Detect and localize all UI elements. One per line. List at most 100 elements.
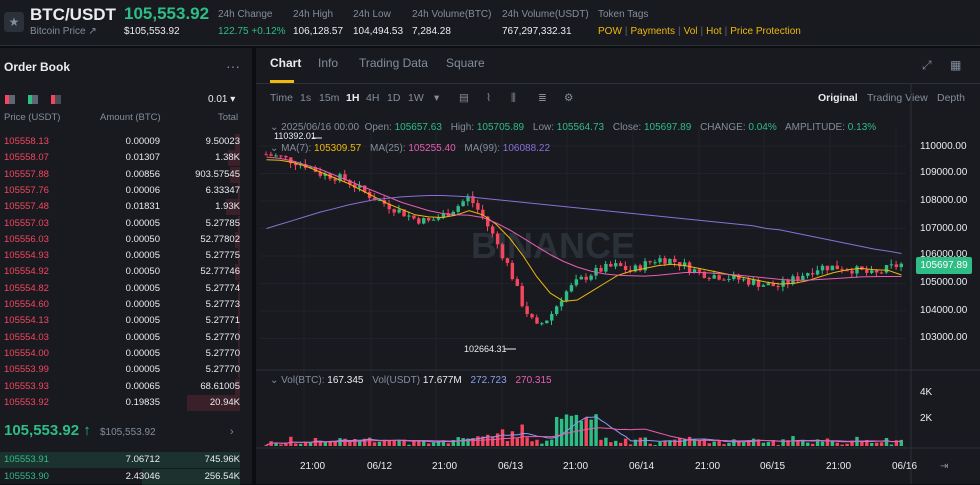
volume-bar — [525, 437, 529, 446]
interval-1w[interactable]: 1W — [408, 92, 424, 104]
interval-4h[interactable]: 4H — [366, 92, 380, 104]
tab-square[interactable]: Square — [446, 56, 485, 70]
expand-icon[interactable]: ⤢ — [922, 58, 932, 72]
calendar-icon[interactable]: ▤ — [459, 92, 469, 104]
candle-body — [279, 155, 283, 157]
candle-body — [495, 233, 500, 245]
ask-total: 5.27775 — [205, 250, 240, 262]
interval-1h[interactable]: 1H — [346, 92, 360, 104]
chevron-right-icon[interactable]: › — [230, 426, 234, 438]
candlestick-chart[interactable]: BINANCE — [256, 48, 980, 484]
volume-bar — [609, 442, 613, 446]
ask-price: 105554.13 — [4, 315, 49, 327]
ma-line — [266, 156, 902, 281]
active-tab-indicator — [270, 80, 294, 83]
interval-15m[interactable]: 15m — [319, 92, 340, 104]
ask-row[interactable]: 105554.82 0.00005 5.27774 — [0, 280, 246, 297]
ask-total: 20.94K — [209, 396, 240, 408]
interval-1s[interactable]: 1s — [300, 92, 312, 104]
volume-bar — [303, 441, 308, 446]
tag-hot[interactable]: Hot — [706, 26, 722, 37]
candle-body — [673, 258, 677, 263]
candle-body — [481, 209, 485, 217]
ask-row[interactable]: 105557.88 0.00856 903.57545 — [0, 166, 246, 183]
tag-payments[interactable]: Payments — [630, 26, 675, 37]
precision-select[interactable]: 0.01 ▾ — [208, 94, 236, 105]
candle-body — [776, 286, 780, 288]
ask-row[interactable]: 105553.93 0.00065 68.61005 — [0, 378, 246, 395]
volume-bar — [569, 415, 574, 446]
indicator-icon[interactable]: ⌇ — [486, 92, 492, 104]
interval-1d[interactable]: 1D — [387, 92, 401, 104]
volume-bar — [850, 440, 854, 446]
ask-row[interactable]: 105558.07 0.01307 1.38K — [0, 150, 246, 167]
volume-bar — [668, 440, 672, 446]
ask-row[interactable]: 105556.03 0.00050 52.77802 — [0, 231, 246, 248]
pair-title[interactable]: BTC/USDT — [30, 5, 116, 24]
ask-amount: 0.00005 — [125, 331, 160, 343]
ask-row[interactable]: 105554.03 0.00005 5.27770 — [0, 329, 246, 346]
interval-time[interactable]: Time — [270, 92, 293, 104]
candle-body — [815, 270, 820, 275]
candle-type-icon[interactable]: ⫼ — [511, 92, 516, 104]
volume-bar — [397, 439, 401, 446]
ask-amount: 0.00006 — [125, 184, 160, 196]
volume-bar — [781, 439, 785, 446]
ask-row[interactable]: 105557.76 0.00006 6.33347 — [0, 182, 246, 199]
volume-bar — [545, 440, 549, 446]
settings-gear-icon[interactable]: ⚙ — [564, 92, 574, 104]
mid-price[interactable]: 105,553.92 ↑ — [4, 422, 91, 439]
view-depth[interactable]: Depth — [937, 92, 966, 104]
ask-row[interactable]: 105553.92 0.19835 20.94K — [0, 394, 246, 411]
ask-row[interactable]: 105554.00 0.00005 5.27770 — [0, 345, 246, 362]
both-view-icon[interactable] — [5, 95, 15, 104]
ask-row[interactable]: 105554.93 0.00005 5.27775 — [0, 248, 246, 265]
asks-view-icon[interactable] — [51, 95, 61, 104]
volume-bar — [530, 441, 534, 446]
last-price: 105,553.92 — [124, 4, 210, 23]
ask-row[interactable]: 105557.48 0.01831 1.93K — [0, 199, 246, 216]
volume-bar — [840, 444, 844, 446]
ask-row[interactable]: 105554.60 0.00005 5.27773 — [0, 297, 246, 313]
candle-body — [353, 184, 357, 188]
bid-row[interactable]: 105553.91 7.06712 745.96K — [0, 452, 246, 468]
ask-row[interactable]: 105557.03 0.00005 5.27785 — [0, 215, 246, 232]
candle-body — [845, 270, 849, 272]
volume-bar — [746, 440, 751, 446]
depth-bar — [225, 199, 240, 216]
star-icon[interactable]: ★ — [4, 12, 24, 32]
drawing-tools-icon[interactable]: ≣ — [538, 92, 547, 104]
ticker-header: ★ BTC/USDT Bitcoin Price ↗ 105,553.92 $1… — [0, 0, 980, 46]
layout-grid-icon[interactable]: ▦ — [950, 58, 962, 72]
volume-bar — [584, 417, 588, 446]
tab-trading-data[interactable]: Trading Data — [359, 56, 428, 70]
ask-row[interactable]: 105554.92 0.00050 52.77746 — [0, 264, 246, 281]
view-original[interactable]: Original — [818, 92, 858, 104]
ask-price: 105554.92 — [4, 266, 49, 278]
coin-price-link[interactable]: Bitcoin Price ↗ — [30, 26, 97, 37]
scroll-end-icon[interactable]: ⇥ — [940, 461, 949, 472]
volume-bar — [751, 438, 756, 446]
bids-view-icon[interactable] — [28, 95, 38, 104]
tab-info[interactable]: Info — [318, 56, 339, 70]
candle-body — [697, 269, 702, 272]
ask-price: 105553.93 — [4, 380, 49, 392]
ask-row[interactable]: 105553.99 0.00005 5.27770 — [0, 362, 246, 379]
interval-dropdown-icon[interactable]: ▾ — [434, 92, 440, 104]
candle-body — [830, 265, 835, 271]
candle-body — [884, 265, 889, 273]
tab-chart[interactable]: Chart — [270, 56, 302, 70]
depth-bar — [237, 182, 240, 199]
depth-bar — [141, 468, 240, 485]
view-trading-view[interactable]: Trading View — [867, 92, 928, 104]
tag-vol[interactable]: Vol — [683, 26, 698, 37]
tag-price-protection[interactable]: Price Protection — [730, 26, 801, 37]
volume-bar — [554, 416, 559, 446]
more-icon[interactable]: ··· — [226, 58, 240, 74]
ask-row[interactable]: 105554.13 0.00005 5.27771 — [0, 313, 246, 330]
volume-bar — [476, 436, 480, 446]
bid-row[interactable]: 105553.90 2.43046 256.54K — [0, 468, 246, 485]
ask-row[interactable]: 105558.13 0.00009 9.50023 — [0, 134, 246, 150]
y-tick: 109000.00 — [920, 167, 968, 178]
tag-pow[interactable]: POW — [598, 26, 622, 37]
